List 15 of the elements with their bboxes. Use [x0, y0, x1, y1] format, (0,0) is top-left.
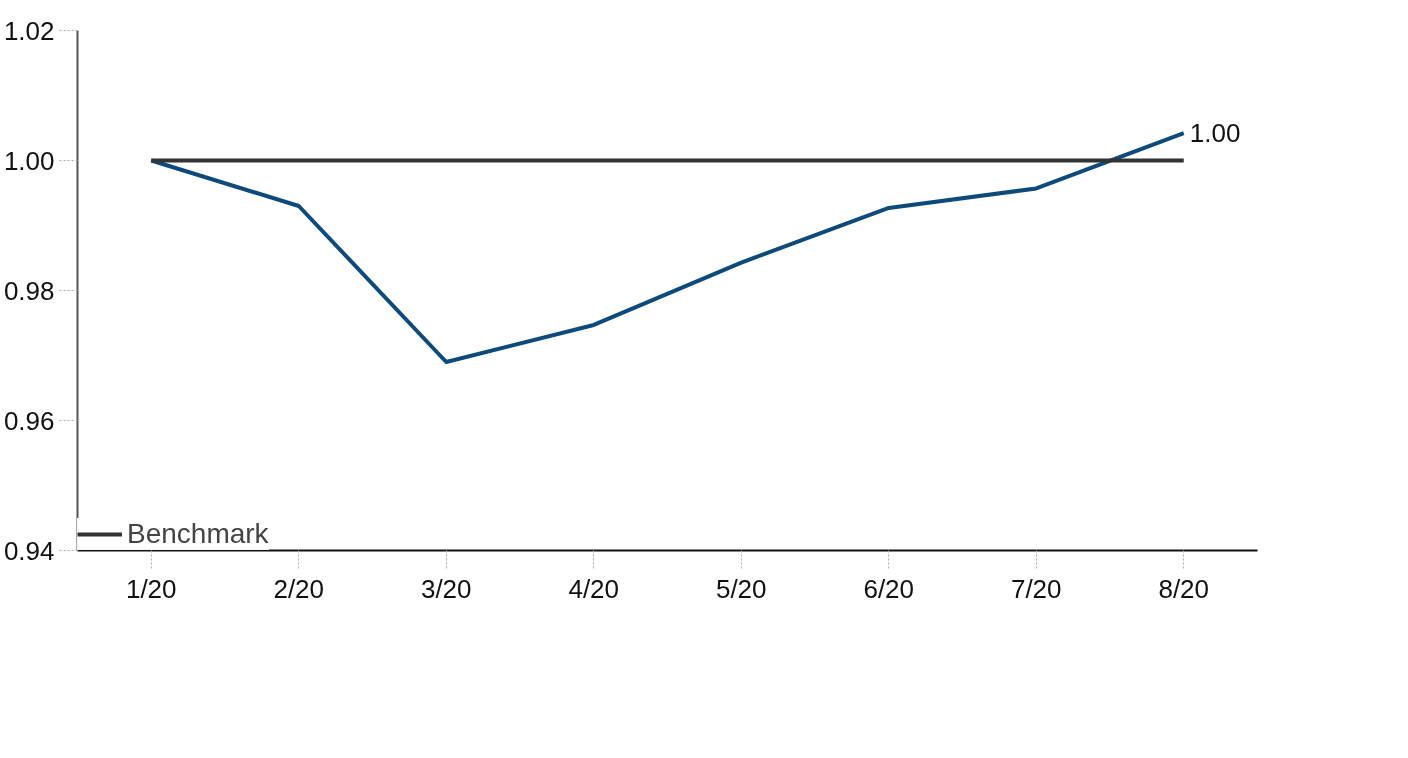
- data-label: 1.00: [1189, 118, 1241, 149]
- x-tick-label: 7/20: [1010, 573, 1062, 604]
- y-tick-label: 0.98: [3, 275, 55, 306]
- y-tick-label: 0.94: [3, 535, 55, 566]
- x-tick-label: 6/20: [863, 573, 915, 604]
- x-tick-label: 5/20: [715, 573, 767, 604]
- x-tick-label: 4/20: [568, 573, 620, 604]
- x-tick-label: 1/20: [125, 573, 177, 604]
- x-tick-label: 2/20: [273, 573, 325, 604]
- y-tick-label: 1.00: [3, 145, 55, 176]
- y-tick-label: 0.96: [3, 405, 55, 436]
- y-tick-label: 1.02: [3, 15, 55, 46]
- legend-label: Benchmark: [127, 518, 269, 550]
- x-tick-label: 3/20: [420, 573, 472, 604]
- x-tick-label: 8/20: [1158, 573, 1210, 604]
